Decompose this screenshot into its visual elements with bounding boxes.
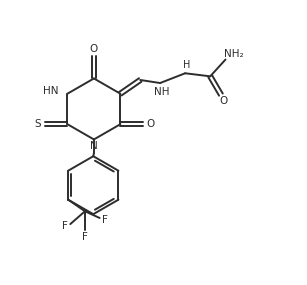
Text: O: O (146, 119, 154, 129)
Text: H: H (183, 60, 190, 70)
Text: NH: NH (154, 87, 169, 97)
Text: N: N (90, 141, 98, 151)
Text: S: S (34, 119, 41, 129)
Text: F: F (102, 215, 108, 225)
Text: O: O (90, 44, 98, 54)
Text: HN: HN (43, 86, 58, 96)
Text: F: F (82, 232, 88, 242)
Text: NH₂: NH₂ (224, 49, 244, 59)
Text: O: O (220, 96, 228, 106)
Text: F: F (62, 221, 68, 231)
